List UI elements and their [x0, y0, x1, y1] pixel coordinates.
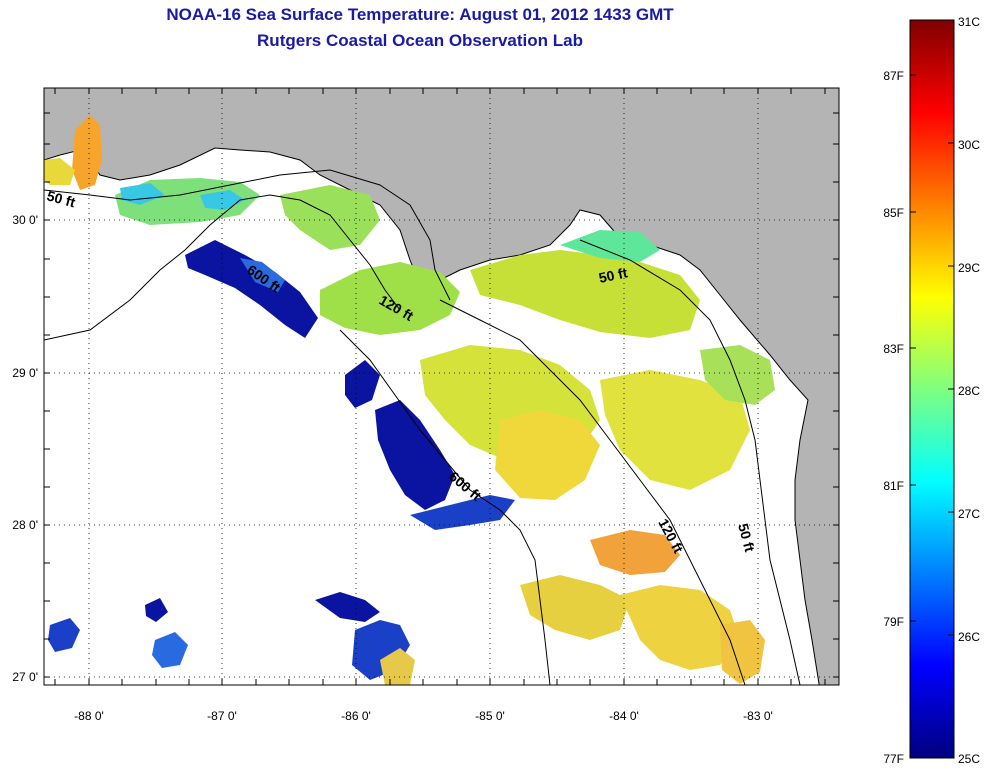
colorbar-label-25c: 25C — [958, 752, 980, 766]
colorbar-label-77f: 77F — [883, 752, 904, 766]
colorbar-label-81f: 81F — [883, 479, 904, 493]
contour-label-50ft-west: 50 ft — [45, 187, 77, 210]
lon-label-84: -84 0' — [609, 709, 639, 723]
map-title: NOAA-16 Sea Surface Temperature: August … — [166, 5, 674, 24]
colorbar-gradient — [909, 19, 955, 759]
colorbar-label-83f: 83F — [883, 342, 904, 356]
colorbar-label-26c: 26C — [958, 630, 980, 644]
contour-label-50ft-south: 50 ft — [735, 522, 758, 554]
colorbar-label-30c: 30C — [958, 138, 980, 152]
lon-label-85: -85 0' — [475, 709, 505, 723]
lon-label-87: -87 0' — [207, 709, 237, 723]
lat-label-27: 27 0' — [12, 670, 38, 684]
lat-label-30: 30 0' — [12, 213, 38, 227]
map-subtitle: Rutgers Coastal Ocean Observation Lab — [257, 31, 583, 50]
colorbar-label-79f: 79F — [883, 615, 904, 629]
colorbar-label-31c: 31C — [958, 15, 980, 29]
colorbar-label-87f: 87F — [883, 69, 904, 83]
colorbar-label-27c: 27C — [958, 507, 980, 521]
colorbar-label-28c: 28C — [958, 384, 980, 398]
colorbar-label-85f: 85F — [883, 206, 904, 220]
lon-label-83: -83 0' — [743, 709, 773, 723]
colorbar-ticks — [910, 19, 954, 759]
depth-contours — [44, 169, 801, 685]
lat-label-29: 29 0' — [12, 366, 38, 380]
tick-marks — [44, 88, 839, 685]
contour-label-50ft-bigbend: 50 ft — [597, 264, 629, 286]
colorbar-label-29c: 29C — [958, 261, 980, 275]
map-frame — [43, 87, 840, 686]
lon-label-88: -88 0' — [74, 709, 104, 723]
lon-label-86: -86 0' — [341, 709, 371, 723]
lat-label-28: 28 0' — [12, 518, 38, 532]
